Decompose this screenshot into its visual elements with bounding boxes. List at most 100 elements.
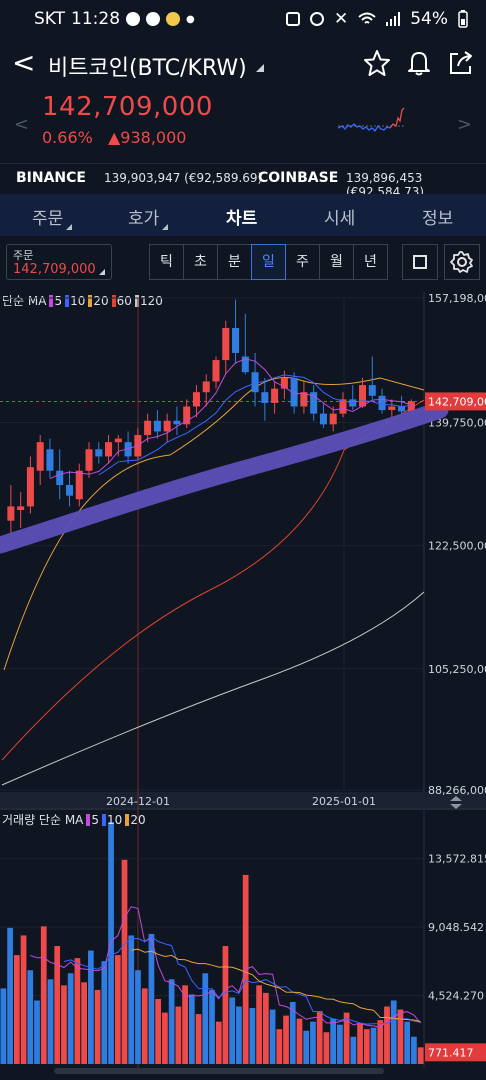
candle-body bbox=[280, 377, 288, 389]
tab-chart[interactable]: 차트 bbox=[226, 209, 258, 229]
ma10-label: 10 bbox=[70, 293, 86, 308]
tab-orderbook[interactable]: 호가 bbox=[128, 209, 160, 229]
volume-bar bbox=[67, 973, 74, 1064]
vol-ma20-swatch bbox=[125, 813, 130, 826]
volume-bar bbox=[343, 1012, 350, 1064]
exchange-name: COINBASE bbox=[258, 170, 339, 186]
period-minute-button[interactable]: 분 bbox=[217, 244, 252, 280]
volume-bar bbox=[269, 1009, 276, 1064]
volume-bar bbox=[182, 985, 188, 1064]
ma10-swatch bbox=[65, 294, 70, 307]
title-dropdown-icon[interactable] bbox=[256, 64, 264, 72]
time-axis-label: 2025-01-01 bbox=[312, 795, 376, 808]
exchange-price: 139,903,947 (€92,589.69) bbox=[104, 171, 263, 185]
volume-bar bbox=[229, 997, 236, 1064]
volume-bar bbox=[114, 955, 121, 1064]
volume-bar bbox=[27, 970, 34, 1064]
candle-body bbox=[271, 388, 279, 403]
title-bar: < 비트코인(BTC/KRW) bbox=[0, 40, 486, 86]
period-second-button[interactable]: 초 bbox=[183, 244, 218, 280]
volume-bar bbox=[397, 1009, 404, 1064]
volume-bar bbox=[215, 1021, 222, 1064]
back-button[interactable]: < bbox=[12, 46, 36, 79]
order-price-selector[interactable]: 주문 142,709,000 bbox=[6, 244, 112, 280]
time-axis-band bbox=[0, 792, 486, 810]
mini-price-sparkline bbox=[337, 107, 405, 133]
volume-ma10-line bbox=[63, 935, 421, 1025]
tab-orderbook-dropdown-icon bbox=[162, 224, 168, 230]
candle-body bbox=[368, 385, 376, 396]
volume-bar bbox=[249, 1008, 256, 1064]
change-amount: ▲938,000 bbox=[108, 128, 187, 147]
page-title[interactable]: 비트코인(BTC/KRW) bbox=[48, 56, 247, 81]
candle-body bbox=[36, 442, 44, 471]
carrier-label: SKT bbox=[34, 9, 66, 29]
exchange-name: BINANCE bbox=[16, 170, 86, 186]
more-dot-icon: ● bbox=[186, 13, 195, 25]
period-year-button[interactable]: 년 bbox=[353, 244, 388, 280]
status-bar: SKT 11:28 ● ✕ 54% bbox=[0, 0, 486, 38]
price-axis-label: 105,250,000 bbox=[428, 663, 486, 676]
period-tick-button[interactable]: 틱 bbox=[149, 244, 184, 280]
candle-body bbox=[144, 420, 152, 436]
volume-bar bbox=[155, 998, 162, 1064]
volume-bar bbox=[168, 979, 175, 1064]
prev-coin-chevron-icon[interactable]: < bbox=[14, 114, 30, 135]
volume-bar bbox=[34, 1000, 40, 1064]
ma60-swatch bbox=[111, 294, 116, 307]
volume-bar bbox=[81, 982, 87, 1064]
pane-resize-handle-icon bbox=[450, 796, 462, 809]
volume-bar bbox=[262, 992, 269, 1064]
candle-body bbox=[241, 356, 249, 373]
candle-body bbox=[319, 413, 327, 425]
volume-bar bbox=[236, 1006, 242, 1064]
next-coin-chevron-icon[interactable]: > bbox=[456, 114, 472, 135]
candle-body bbox=[358, 385, 367, 407]
volume-bar bbox=[283, 1015, 289, 1064]
notification-icon bbox=[146, 12, 161, 26]
volume-ma20-line bbox=[131, 948, 421, 1023]
tab-info[interactable]: 정보 bbox=[422, 209, 454, 229]
chart-settings-button[interactable] bbox=[444, 244, 480, 280]
candle-body bbox=[124, 442, 132, 457]
period-month-button[interactable]: 월 bbox=[319, 244, 354, 280]
vol-ma10-swatch bbox=[102, 813, 107, 826]
fullscreen-button[interactable] bbox=[402, 244, 438, 280]
volume-bar bbox=[363, 1029, 370, 1064]
talk-notification-icon bbox=[126, 12, 141, 26]
volume-bar bbox=[101, 961, 108, 1064]
price-summary: < 142,709,000 0.66% ▲938,000 > bbox=[0, 86, 486, 162]
tab-order-dropdown-icon bbox=[66, 224, 72, 230]
tab-order[interactable]: 주문 bbox=[32, 209, 64, 229]
star-icon[interactable] bbox=[362, 48, 392, 78]
volume-bar bbox=[94, 989, 101, 1064]
vol-ma20-label: 20 bbox=[130, 812, 146, 827]
ma5-label: 5 bbox=[54, 293, 63, 308]
volume-bar bbox=[310, 1021, 316, 1064]
app-notification-icon bbox=[166, 12, 181, 26]
ma5-line bbox=[49, 358, 412, 480]
ma5-swatch bbox=[49, 294, 54, 307]
current-volume-tag-label: 771.417 bbox=[428, 1046, 474, 1059]
candle-body bbox=[75, 470, 83, 500]
period-day-button[interactable]: 일 bbox=[251, 244, 286, 280]
bell-icon[interactable] bbox=[404, 48, 434, 78]
candle-body bbox=[290, 377, 298, 407]
ma120-label: 120 bbox=[139, 293, 163, 308]
volume-bar bbox=[370, 1027, 377, 1064]
volume-bar bbox=[256, 985, 262, 1064]
volume-bar bbox=[316, 1011, 323, 1064]
volume-bar bbox=[135, 970, 141, 1064]
chart-scrollbar[interactable] bbox=[54, 1068, 384, 1074]
candle-body bbox=[7, 506, 15, 521]
current-volume-tag bbox=[425, 1043, 486, 1062]
volume-bar bbox=[337, 1024, 343, 1064]
volume-bar bbox=[377, 1020, 384, 1064]
volume-bar bbox=[74, 958, 81, 1064]
ma10-line bbox=[98, 374, 412, 476]
tab-market-price[interactable]: 시세 bbox=[324, 209, 356, 229]
ma120-line bbox=[1, 591, 425, 786]
order-box-value: 142,709,000 bbox=[13, 262, 96, 277]
share-icon[interactable] bbox=[446, 48, 476, 78]
